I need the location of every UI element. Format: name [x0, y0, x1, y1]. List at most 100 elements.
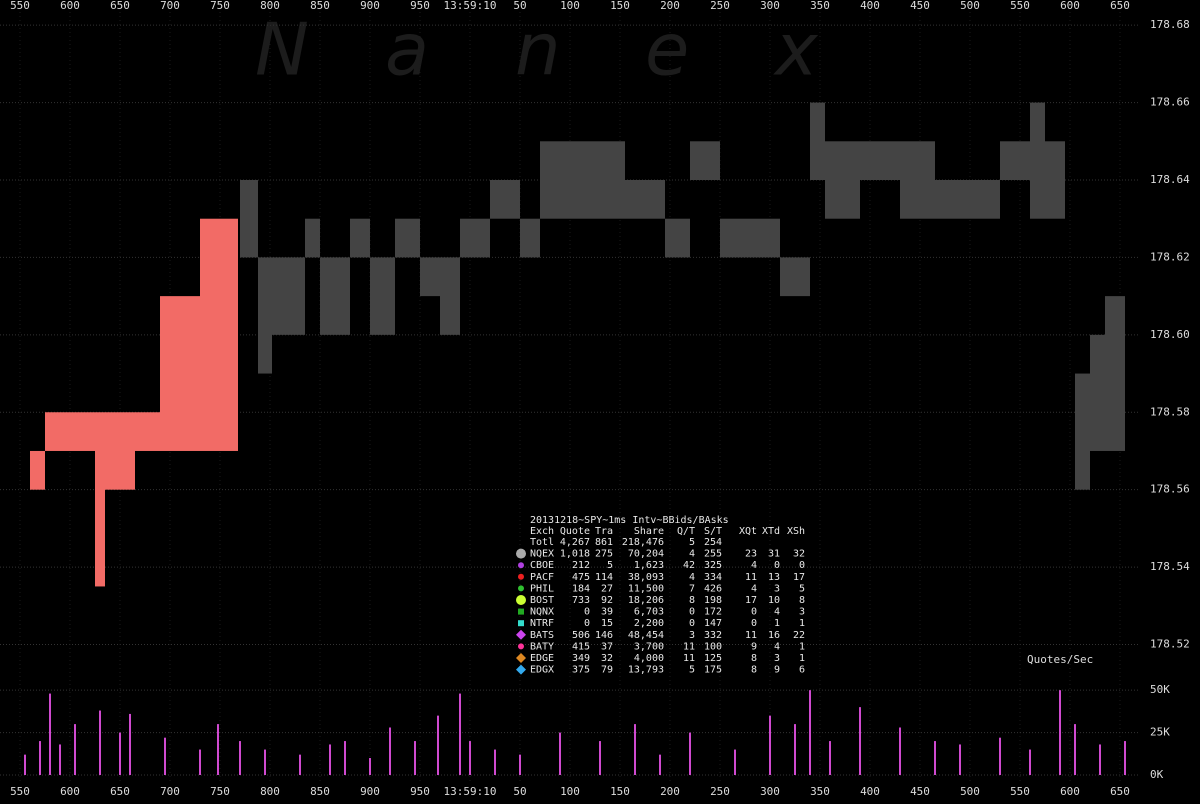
table-cell: 11 — [683, 641, 695, 652]
x-tick-label: 950 — [410, 0, 430, 12]
watermark-letter: n — [515, 8, 561, 92]
exchange-marker — [516, 548, 526, 559]
spread-block — [320, 257, 350, 335]
table-cell: 475 — [572, 572, 590, 583]
table-cell: 4,000 — [634, 653, 664, 664]
table-cell: 0 — [751, 618, 757, 629]
quote-rate-bar — [1099, 744, 1101, 775]
table-cell: 8 — [751, 665, 757, 676]
spread-block — [1090, 334, 1105, 451]
table-cell: 506 — [572, 630, 590, 641]
table-cell: 23 — [745, 549, 757, 560]
x-tick-label: 100 — [560, 0, 580, 12]
table-cell: EDGX — [530, 665, 554, 676]
table-cell: 0 — [689, 618, 695, 629]
x-tick-label: 350 — [810, 785, 830, 798]
y-tick-label: 178.60 — [1150, 328, 1190, 341]
table-cell: 114 — [595, 572, 613, 583]
x-tick-label: 900 — [360, 0, 380, 12]
quote-rate-bar — [1029, 749, 1031, 775]
table-cell: 4 — [774, 641, 780, 652]
quote-rate-bar — [414, 741, 416, 775]
y-tick-label: 178.62 — [1150, 250, 1190, 263]
table-cell: 1,018 — [560, 549, 590, 560]
table-cell: 1,623 — [634, 560, 664, 571]
table-cell: 1 — [799, 618, 805, 629]
quote-rate-bar — [794, 724, 796, 775]
table-cell: PACF — [530, 572, 554, 583]
spread-block — [395, 218, 420, 258]
y-tick-label: 178.52 — [1150, 638, 1190, 651]
spread-block — [370, 257, 395, 335]
exchange-marker — [516, 653, 526, 663]
table-cell: 0 — [584, 618, 590, 629]
table-cell: 146 — [595, 630, 613, 641]
spread-block — [45, 412, 95, 451]
x-tick-label: 50 — [513, 0, 526, 12]
table-cell: BATS — [530, 630, 554, 641]
table-cell: 9 — [751, 641, 757, 652]
spread-block — [1105, 296, 1125, 451]
table-cell: CBOE — [530, 560, 554, 571]
table-cell: 32 — [601, 653, 613, 664]
y-tick-label: 178.64 — [1150, 173, 1190, 186]
quote-rate-bar — [129, 713, 131, 775]
spread-block — [590, 141, 625, 219]
x-tick-label: 600 — [1060, 785, 1080, 798]
table-cell: 0 — [689, 607, 695, 618]
table-cell: 3 — [774, 583, 780, 594]
table-cell: 17 — [793, 572, 805, 583]
spread-block — [935, 180, 980, 219]
table-cell: BATY — [530, 641, 554, 652]
table-cell: Quote — [560, 526, 590, 537]
y-tick-label: 0K — [1150, 768, 1164, 781]
table-cell: 3 — [799, 607, 805, 618]
spread-block — [520, 218, 540, 258]
watermark-letter: a — [385, 8, 429, 92]
table-cell: 426 — [704, 583, 722, 594]
x-tick-label: 150 — [610, 785, 630, 798]
spread-block — [460, 218, 490, 258]
table-cell: 4 — [774, 607, 780, 618]
table-cell: 175 — [704, 665, 722, 676]
x-tick-label: 650 — [1110, 0, 1130, 12]
table-cell: 70,204 — [628, 549, 664, 560]
table-cell: 198 — [704, 595, 722, 606]
spread-block — [200, 218, 238, 451]
y-tick-label: 178.56 — [1150, 483, 1190, 496]
x-tick-label: 250 — [710, 0, 730, 12]
spread-block — [900, 141, 935, 219]
quote-rate-bar — [559, 732, 561, 775]
quote-rate-bar — [734, 749, 736, 775]
x-tick-label: 700 — [160, 785, 180, 798]
x-tick-label: 300 — [760, 785, 780, 798]
table-cell: 147 — [704, 618, 722, 629]
y-tick-label: 25K — [1150, 726, 1170, 739]
x-tick-label: 550 — [1010, 0, 1030, 12]
spread-block — [490, 180, 520, 219]
quote-rate-bar — [829, 741, 831, 775]
x-tick-label: 300 — [760, 0, 780, 12]
exchange-marker — [518, 608, 524, 615]
spread-block — [665, 218, 690, 258]
table-cell: BOST — [530, 595, 554, 606]
x-tick-label: 850 — [310, 785, 330, 798]
table-cell: 31 — [768, 549, 780, 560]
table-cell: 4 — [751, 560, 757, 571]
table-cell: 92 — [601, 595, 613, 606]
table-cell: 125 — [704, 653, 722, 664]
quote-rate-bar — [344, 741, 346, 775]
table-cell: XQt — [739, 526, 757, 537]
table-cell: 275 — [595, 549, 613, 560]
quote-rate-bar — [119, 732, 121, 775]
spread-block — [350, 218, 370, 258]
quote-rate-bar — [199, 749, 201, 775]
y-tick-label: 178.54 — [1150, 560, 1190, 573]
table-cell: 13,793 — [628, 665, 664, 676]
table-cell: NQNX — [530, 607, 554, 618]
table-cell: 38,093 — [628, 572, 664, 583]
x-tick-label: 850 — [310, 0, 330, 12]
y-tick-label: 178.68 — [1150, 18, 1190, 31]
exchange-marker — [518, 573, 524, 580]
